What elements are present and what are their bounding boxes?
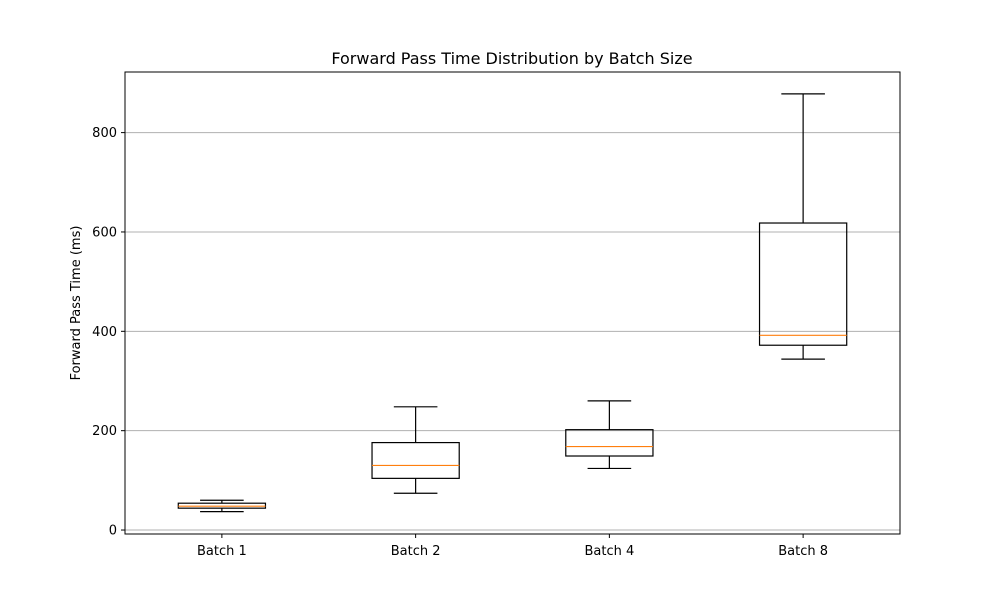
y-tick-label: 800 [92, 126, 117, 141]
chart-title: Forward Pass Time Distribution by Batch … [331, 49, 692, 68]
y-tick-label: 400 [92, 325, 117, 340]
y-axis-label: Forward Pass Time (ms) [69, 226, 84, 381]
x-tick-label: Batch 8 [778, 544, 828, 559]
y-tick-label: 0 [109, 524, 117, 539]
y-tick-label: 200 [92, 424, 117, 439]
x-tick-label: Batch 2 [391, 544, 441, 559]
box-iqr [565, 429, 654, 457]
box-iqr [758, 222, 848, 346]
box-iqr [371, 441, 460, 479]
box-4 [758, 93, 848, 360]
x-tick-label: Batch 1 [197, 544, 247, 559]
plot-frame [124, 71, 901, 535]
y-ticks: 0 200 400 600 800 [92, 126, 125, 539]
grid-lines [125, 132, 900, 531]
boxes [177, 93, 848, 513]
box-2 [371, 406, 460, 494]
box-1 [177, 499, 267, 513]
x-tick-label: Batch 4 [584, 544, 634, 559]
x-ticks: Batch 1 Batch 2 Batch 4 Batch 8 [197, 534, 828, 559]
y-tick-label: 600 [92, 225, 117, 240]
box-3 [565, 400, 654, 470]
